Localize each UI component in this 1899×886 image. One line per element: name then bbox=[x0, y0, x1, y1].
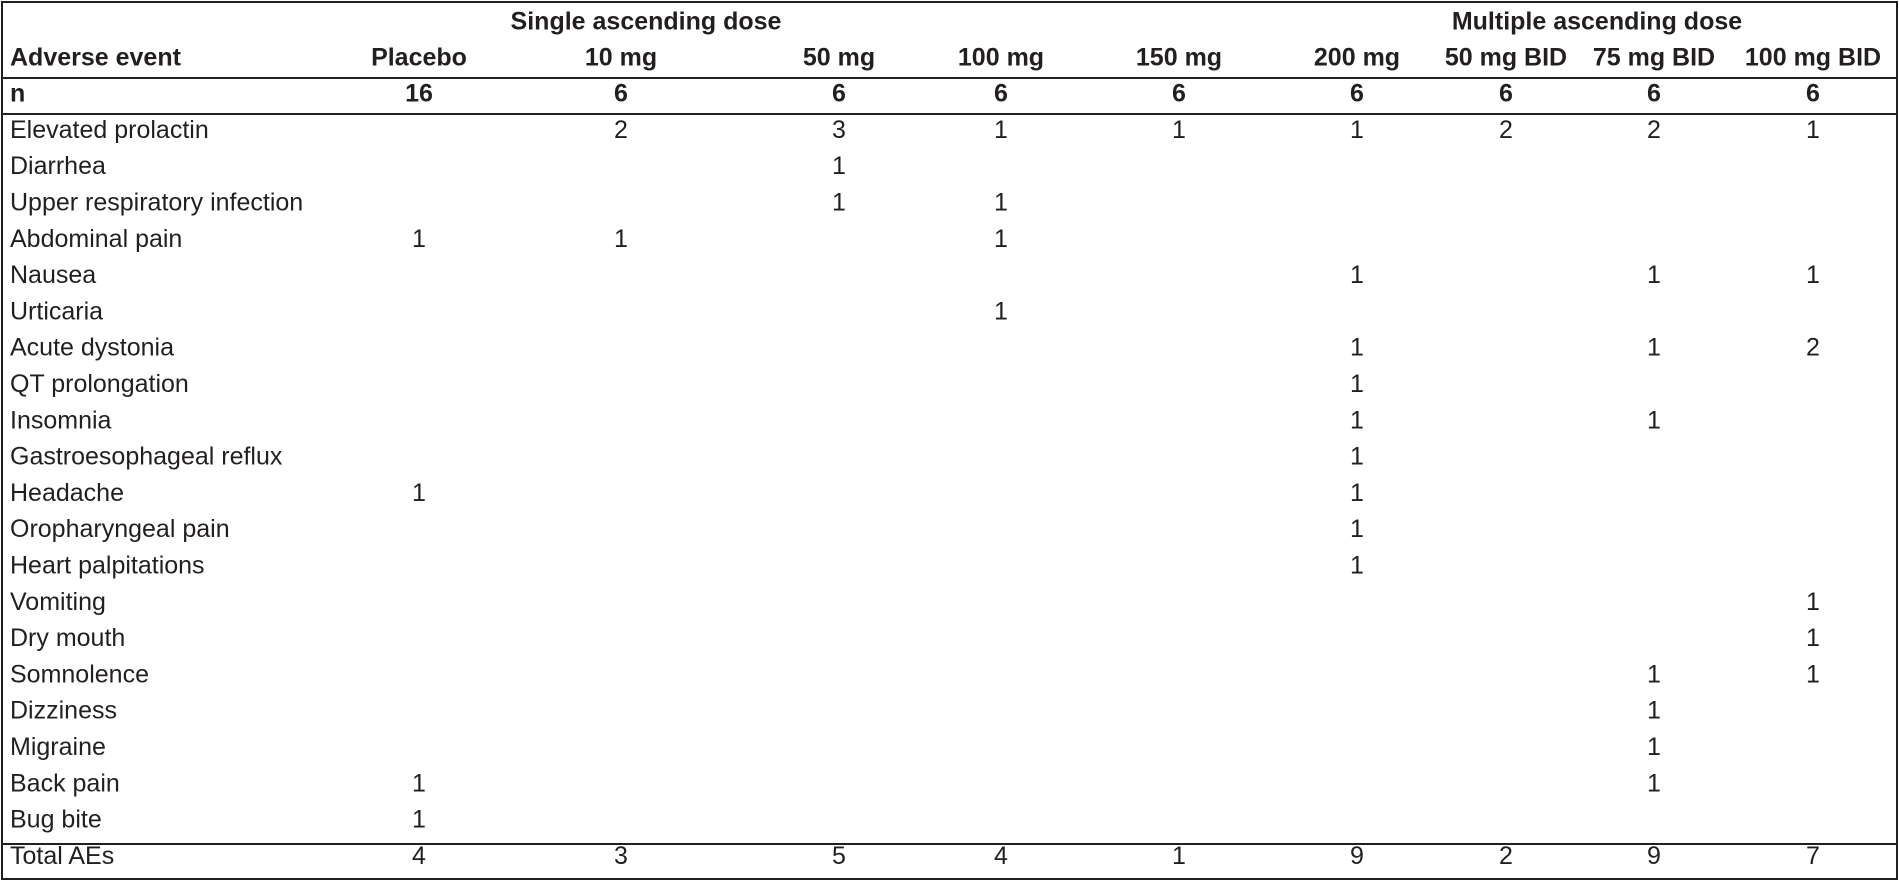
total-value: 7 bbox=[1806, 842, 1820, 870]
row-value: 1 bbox=[1806, 261, 1820, 289]
row-value: 1 bbox=[1172, 116, 1186, 144]
row-value: 1 bbox=[832, 152, 846, 180]
row-label: Abdominal pain bbox=[10, 225, 182, 253]
row-value: 1 bbox=[412, 225, 426, 253]
row-label: Dry mouth bbox=[10, 624, 125, 652]
row-label: Dizziness bbox=[10, 697, 117, 725]
row-label: Elevated prolactin bbox=[10, 116, 209, 144]
row-value: 1 bbox=[994, 116, 1008, 144]
row-value: 1 bbox=[1350, 552, 1364, 580]
row-value: 1 bbox=[1647, 406, 1661, 434]
row-value: 1 bbox=[1806, 660, 1820, 688]
row-label: Nausea bbox=[10, 261, 96, 289]
row-label: Urticaria bbox=[10, 297, 103, 325]
row-value: 1 bbox=[1647, 334, 1661, 362]
row-value: 1 bbox=[1350, 334, 1364, 362]
total-value: 9 bbox=[1647, 842, 1661, 870]
row-value: 2 bbox=[1647, 116, 1661, 144]
column-header: 100 mg bbox=[958, 44, 1044, 72]
row-value: 1 bbox=[614, 225, 628, 253]
row-value: 1 bbox=[994, 225, 1008, 253]
n-label: n bbox=[10, 80, 25, 108]
total-value: 1 bbox=[1172, 842, 1186, 870]
row-value: 1 bbox=[1350, 479, 1364, 507]
row-value: 1 bbox=[1647, 660, 1661, 688]
row-label: Headache bbox=[10, 479, 124, 507]
row-value: 1 bbox=[412, 479, 426, 507]
column-header: Adverse event bbox=[10, 44, 182, 72]
column-header: 150 mg bbox=[1136, 44, 1222, 72]
row-value: 1 bbox=[1647, 769, 1661, 797]
n-value: 6 bbox=[994, 80, 1008, 108]
column-header: 50 mg BID bbox=[1445, 44, 1567, 72]
row-value: 1 bbox=[1350, 370, 1364, 398]
row-value: 1 bbox=[1806, 588, 1820, 616]
row-label: Diarrhea bbox=[10, 152, 106, 180]
n-value: 16 bbox=[405, 80, 433, 108]
row-value: 3 bbox=[832, 116, 846, 144]
group-header: Single ascending dose bbox=[511, 8, 782, 36]
row-value: 1 bbox=[1806, 624, 1820, 652]
group-header: Multiple ascending dose bbox=[1452, 8, 1742, 36]
column-header: Placebo bbox=[371, 44, 467, 72]
row-label: Migraine bbox=[10, 733, 106, 761]
row-label: Oropharyngeal pain bbox=[10, 515, 230, 543]
row-value: 1 bbox=[1350, 116, 1364, 144]
total-value: 9 bbox=[1350, 842, 1364, 870]
row-value: 1 bbox=[832, 189, 846, 217]
column-header: 10 mg bbox=[585, 44, 657, 72]
n-value: 6 bbox=[614, 80, 628, 108]
row-label: Gastroesophageal reflux bbox=[10, 443, 283, 471]
n-value: 6 bbox=[1806, 80, 1820, 108]
total-label: Total AEs bbox=[10, 842, 114, 870]
row-label: QT prolongation bbox=[10, 370, 189, 398]
n-value: 6 bbox=[1499, 80, 1513, 108]
row-value: 1 bbox=[412, 806, 426, 834]
n-value: 6 bbox=[832, 80, 846, 108]
row-label: Bug bite bbox=[10, 806, 102, 834]
row-label: Vomiting bbox=[10, 588, 106, 616]
row-value: 1 bbox=[994, 189, 1008, 217]
row-value: 1 bbox=[1647, 697, 1661, 725]
column-header: 75 mg BID bbox=[1593, 44, 1715, 72]
total-value: 4 bbox=[994, 842, 1008, 870]
n-value: 6 bbox=[1350, 80, 1364, 108]
n-value: 6 bbox=[1172, 80, 1186, 108]
total-value: 5 bbox=[832, 842, 846, 870]
row-value: 1 bbox=[1350, 515, 1364, 543]
row-value: 2 bbox=[1499, 116, 1513, 144]
row-value: 2 bbox=[1806, 334, 1820, 362]
row-label: Upper respiratory infection bbox=[10, 189, 303, 217]
total-value: 3 bbox=[614, 842, 628, 870]
row-label: Back pain bbox=[10, 769, 120, 797]
row-value: 1 bbox=[412, 769, 426, 797]
row-label: Heart palpitations bbox=[10, 552, 205, 580]
row-label: Acute dystonia bbox=[10, 334, 174, 362]
n-value: 6 bbox=[1647, 80, 1661, 108]
row-value: 1 bbox=[1350, 406, 1364, 434]
total-value: 2 bbox=[1499, 842, 1513, 870]
column-header: 50 mg bbox=[803, 44, 875, 72]
row-value: 2 bbox=[614, 116, 628, 144]
row-label: Insomnia bbox=[10, 406, 112, 434]
column-header: 200 mg bbox=[1314, 44, 1400, 72]
row-value: 1 bbox=[1806, 116, 1820, 144]
row-label: Somnolence bbox=[10, 660, 149, 688]
row-value: 1 bbox=[1647, 261, 1661, 289]
row-value: 1 bbox=[994, 297, 1008, 325]
column-header: 100 mg BID bbox=[1745, 44, 1881, 72]
row-value: 1 bbox=[1647, 733, 1661, 761]
row-value: 1 bbox=[1350, 443, 1364, 471]
total-value: 4 bbox=[412, 842, 426, 870]
row-value: 1 bbox=[1350, 261, 1364, 289]
